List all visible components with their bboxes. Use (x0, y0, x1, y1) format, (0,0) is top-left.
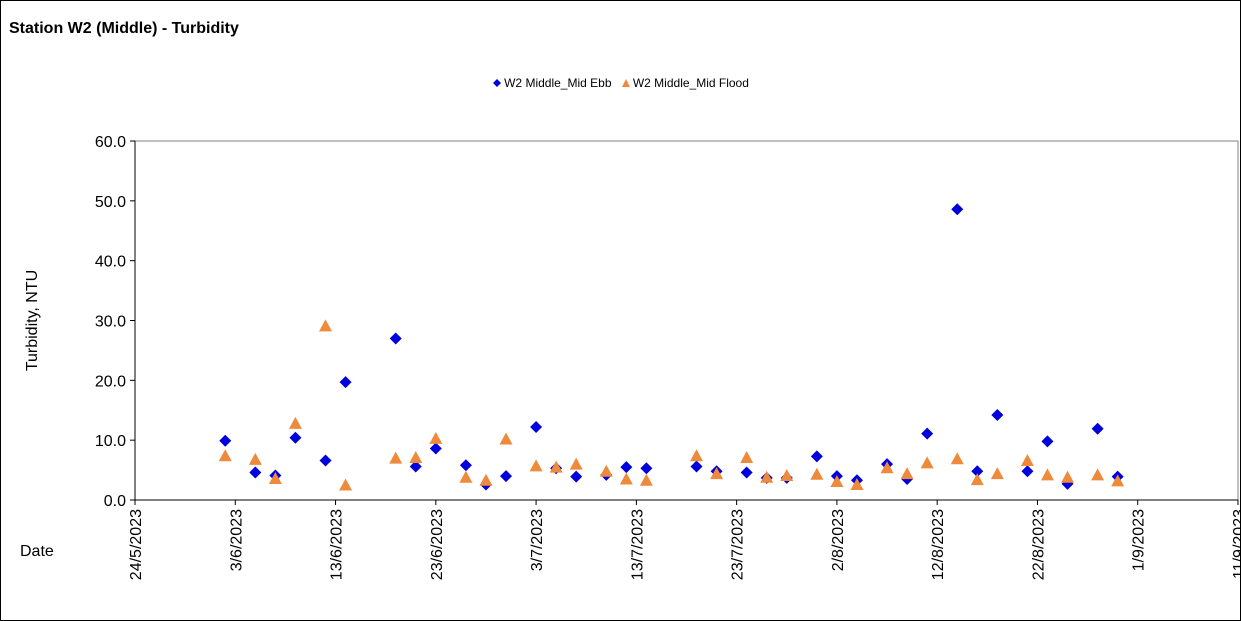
data-point-flood (780, 468, 794, 481)
data-point-ebb (409, 460, 422, 473)
x-tick-label: 23/7/2023 (730, 509, 747, 580)
data-point-ebb (1091, 422, 1104, 435)
data-point-flood (218, 449, 232, 462)
series-ebb (219, 203, 1124, 491)
x-tick-label: 24/5/2023 (128, 509, 145, 580)
x-tick-label: 22/8/2023 (1030, 509, 1047, 580)
data-point-flood (710, 467, 724, 480)
data-point-ebb (339, 376, 352, 389)
data-point-ebb (249, 466, 262, 479)
data-point-ebb (921, 427, 934, 440)
data-point-ebb (459, 459, 472, 472)
legend-item-ebb: W2 Middle_Mid Ebb (492, 76, 612, 90)
data-point-flood (529, 459, 543, 472)
data-point-flood (288, 416, 302, 429)
y-tick-label: 0.0 (104, 493, 126, 510)
triangle-marker-icon (621, 79, 630, 87)
data-point-ebb (991, 409, 1004, 422)
data-point-flood (830, 474, 844, 487)
chart-title: Station W2 (Middle) - Turbidity (9, 20, 239, 37)
data-point-ebb (971, 465, 984, 478)
data-point-flood (760, 470, 774, 483)
diamond-marker-icon (493, 79, 502, 87)
data-point-flood (1091, 468, 1105, 481)
x-tick-label: 3/6/2023 (228, 509, 245, 571)
data-point-flood (1061, 470, 1075, 483)
x-tick-label: 13/7/2023 (629, 509, 646, 580)
data-point-flood (1040, 468, 1054, 481)
data-point-flood (268, 471, 282, 484)
data-point-flood (389, 451, 403, 464)
data-point-flood (1020, 454, 1034, 467)
data-point-flood (319, 319, 333, 332)
data-point-ebb (289, 431, 302, 444)
data-point-flood (429, 431, 443, 444)
data-point-ebb (500, 470, 513, 483)
data-point-flood (810, 467, 824, 480)
data-point-flood (619, 472, 633, 485)
data-point-ebb (389, 332, 402, 345)
data-point-ebb (1041, 435, 1054, 448)
chart-legend: W2 Middle_Mid Ebb W2 Middle_Mid Flood (0, 76, 1241, 91)
x-tick-label: 1/9/2023 (1131, 509, 1148, 571)
x-tick-label: 11/9/2023 (1231, 509, 1241, 579)
x-tick-label: 2/8/2023 (830, 509, 847, 571)
data-point-flood (339, 478, 353, 491)
data-point-ebb (319, 454, 332, 467)
data-point-ebb (620, 461, 633, 474)
data-point-flood (900, 467, 914, 480)
x-tick-label: 13/6/2023 (329, 509, 346, 580)
data-point-ebb (429, 442, 442, 455)
data-point-ebb (810, 450, 823, 463)
y-tick-label: 10.0 (95, 433, 126, 450)
data-point-ebb (690, 460, 703, 473)
data-point-ebb (740, 466, 753, 479)
y-axis-title: Turbidity, NTU (24, 270, 41, 371)
x-tick-label: 12/8/2023 (930, 509, 947, 580)
plot-area (134, 140, 1239, 501)
x-tick-label: 3/7/2023 (529, 509, 546, 571)
data-point-ebb (219, 434, 232, 447)
x-axis-title: Date (20, 543, 54, 560)
data-point-flood (549, 460, 563, 473)
data-point-flood (740, 451, 754, 464)
y-tick-label: 50.0 (95, 194, 126, 211)
data-point-flood (880, 461, 894, 474)
data-point-flood (599, 464, 613, 477)
x-tick-label: 23/6/2023 (429, 509, 446, 580)
y-tick-label: 60.0 (95, 134, 126, 151)
series-flood (218, 319, 1125, 491)
data-point-flood (1111, 474, 1125, 487)
data-point-flood (970, 473, 984, 486)
data-point-ebb (640, 462, 653, 475)
y-tick-label: 40.0 (95, 254, 126, 271)
y-tick-label: 20.0 (95, 373, 126, 390)
data-point-flood (479, 473, 493, 486)
x-axis: 24/5/2023 3/6/2023 13/6/2023 23/6/2023 3/7/2… (128, 499, 1241, 580)
data-point-flood (409, 451, 423, 464)
legend-label-flood: W2 Middle_Mid Flood (632, 76, 749, 90)
data-point-flood (499, 432, 513, 445)
data-point-flood (569, 457, 583, 470)
data-point-flood (850, 477, 864, 490)
legend-label-ebb: W2 Middle_Mid Ebb (504, 76, 612, 90)
data-point-ebb (951, 203, 964, 216)
legend-item-flood: W2 Middle_Mid Flood (621, 76, 749, 90)
data-point-flood (248, 452, 262, 465)
data-point-flood (639, 473, 653, 486)
data-point-flood (990, 467, 1004, 480)
data-point-flood (459, 470, 473, 483)
data-point-ebb (570, 470, 583, 483)
data-point-ebb (1021, 465, 1034, 478)
data-point-ebb (530, 421, 543, 434)
data-point-flood (920, 456, 934, 469)
data-point-flood (950, 452, 964, 465)
y-tick-label: 30.0 (95, 314, 126, 331)
data-point-flood (690, 449, 704, 462)
y-axis: 0.0 10.0 20.0 30.0 40.0 50.0 60.0 (95, 134, 136, 510)
